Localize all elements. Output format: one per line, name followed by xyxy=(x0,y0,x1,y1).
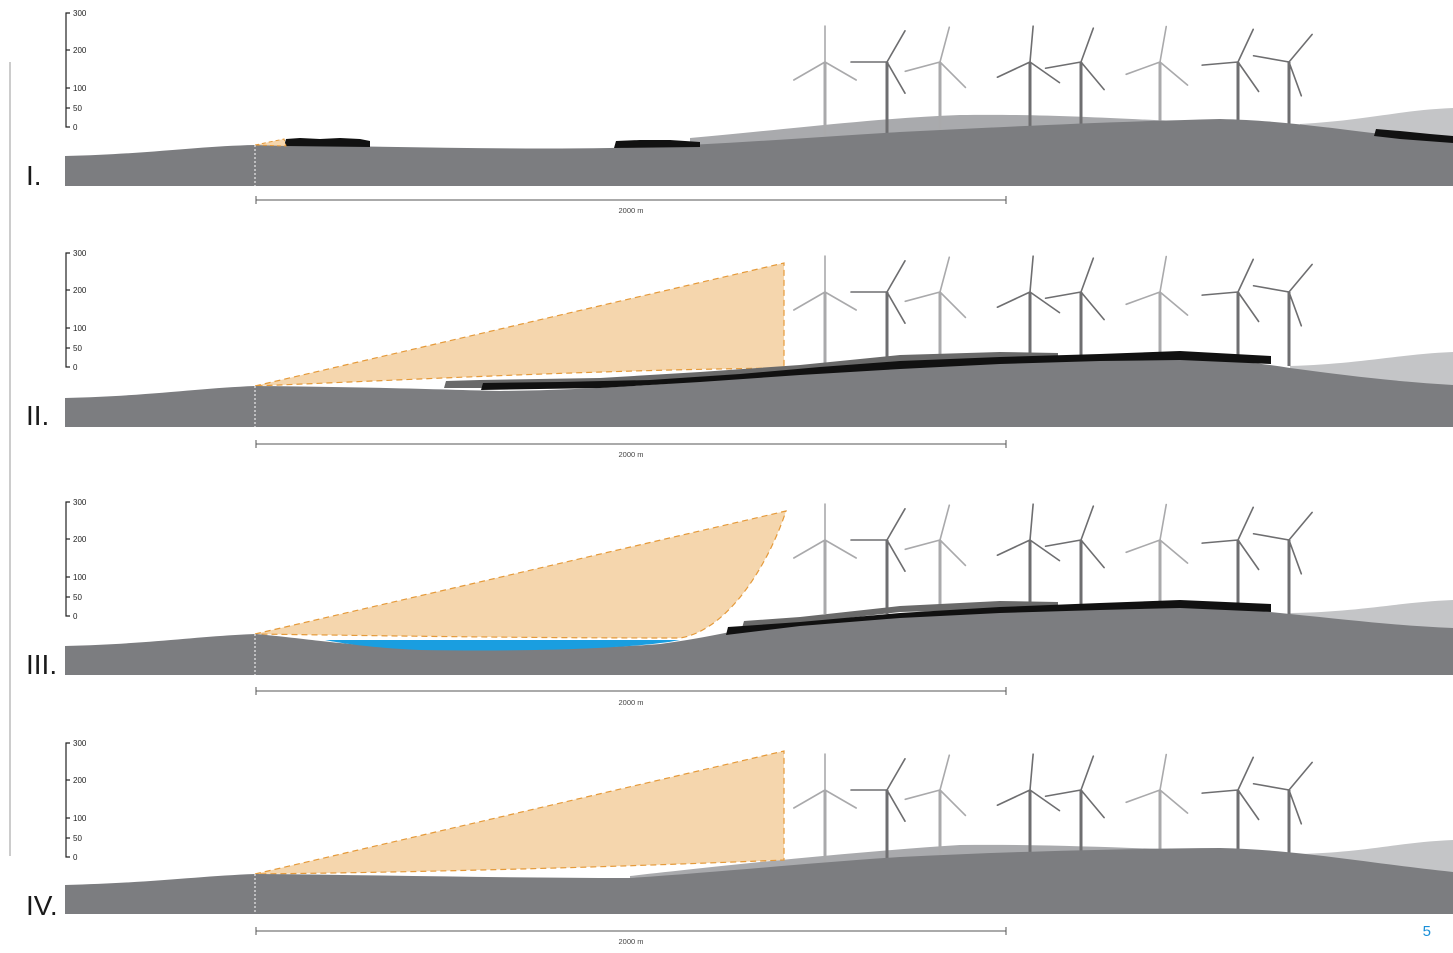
height-axis xyxy=(65,501,70,617)
wind-turbine-icon xyxy=(904,504,967,614)
scale-bar-label: 2000 m xyxy=(618,206,643,215)
turbine-row xyxy=(793,25,1313,136)
scale-bar xyxy=(255,440,1007,448)
visibility-zone xyxy=(254,510,787,639)
vegetation-patch xyxy=(284,138,370,147)
wind-turbine-icon xyxy=(850,260,906,366)
wind-turbine-icon xyxy=(850,758,906,864)
visibility-zone xyxy=(254,138,287,147)
turbine-row xyxy=(793,503,1313,614)
axis-tick-label: 200 xyxy=(73,776,87,785)
wind-turbine-icon xyxy=(1125,753,1189,864)
axis-tick-label: 100 xyxy=(73,84,87,93)
wind-turbine-icon xyxy=(1252,761,1313,864)
vegetation-band xyxy=(726,600,1271,635)
panel-label-IV: IV. xyxy=(26,890,58,921)
panel-label-III: III. xyxy=(26,649,58,680)
vegetation-band-back xyxy=(742,601,1058,628)
panel-label-I: I. xyxy=(26,160,42,191)
wind-turbine-icon xyxy=(1044,257,1105,366)
axis-tick-label: 200 xyxy=(73,46,87,55)
vegetation-patch xyxy=(1374,129,1453,143)
axis-tick-label: 0 xyxy=(73,612,78,621)
wind-turbine-icon xyxy=(1201,506,1260,614)
wind-turbine-icon xyxy=(850,30,906,136)
panel-II: 300 200 100 50 0 2000 m xyxy=(65,249,1453,459)
main-terrain xyxy=(65,119,1453,186)
wind-turbine-icon xyxy=(1125,25,1189,136)
visibility-zone xyxy=(254,262,785,387)
wind-turbine-icon xyxy=(904,754,967,864)
wind-turbine-icon xyxy=(1125,255,1189,366)
wind-turbine-icon xyxy=(1252,511,1313,614)
wind-turbine-icon xyxy=(793,753,857,864)
wind-turbine-icon xyxy=(793,503,857,614)
turbine-row xyxy=(793,255,1313,366)
visibility-zone xyxy=(254,750,785,875)
wind-turbine-icon xyxy=(1201,756,1260,864)
axis-tick-label: 300 xyxy=(73,9,87,18)
axis-tick-label: 0 xyxy=(73,123,78,132)
axis-tick-label: 300 xyxy=(73,739,87,748)
scale-bar-label: 2000 m xyxy=(618,937,643,946)
wind-turbine-icon xyxy=(850,508,906,614)
main-terrain xyxy=(65,357,1453,427)
water-body xyxy=(325,640,680,651)
height-axis xyxy=(65,252,70,368)
axis-tick-label: 50 xyxy=(73,834,82,843)
wind-turbine-icon xyxy=(1201,258,1260,366)
axis-tick-label: 50 xyxy=(73,344,82,353)
main-terrain xyxy=(65,848,1453,914)
wind-turbine-icon xyxy=(904,26,967,136)
turbine-row xyxy=(793,753,1313,864)
wind-turbine-icon xyxy=(996,753,1061,864)
wind-turbine-icon xyxy=(793,255,857,366)
axis-tick-label: 300 xyxy=(73,498,87,507)
scale-bar xyxy=(255,196,1007,204)
panel-I: 300 200 100 50 0 xyxy=(65,9,1453,215)
axis-tick-label: 0 xyxy=(73,363,78,372)
wind-turbine-icon xyxy=(1201,28,1260,136)
scale-bar-label: 2000 m xyxy=(618,698,643,707)
page-number: 5 xyxy=(1422,923,1431,940)
wind-turbine-icon xyxy=(996,255,1061,366)
axis-tick-label: 100 xyxy=(73,814,87,823)
axis-tick-label: 50 xyxy=(73,104,82,113)
wind-turbine-icon xyxy=(904,256,967,366)
axis-tick-label: 0 xyxy=(73,853,78,862)
wind-turbine-icon xyxy=(793,25,857,136)
panel-III: 300 200 100 50 0 2000 m xyxy=(65,498,1453,707)
wind-turbine-icon xyxy=(1252,33,1313,136)
panel-label-II: II. xyxy=(26,400,50,431)
wind-turbine-icon xyxy=(996,503,1061,614)
wind-turbine-icon xyxy=(1044,505,1105,614)
scale-bar xyxy=(255,687,1007,695)
wind-turbine-icon xyxy=(1125,503,1189,614)
axis-tick-label: 200 xyxy=(73,286,87,295)
wind-turbine-icon xyxy=(996,25,1061,136)
height-axis xyxy=(65,742,70,858)
axis-tick-label: 200 xyxy=(73,535,87,544)
height-axis xyxy=(65,12,70,128)
axis-tick-label: 100 xyxy=(73,324,87,333)
axis-tick-label: 50 xyxy=(73,593,82,602)
scale-bar-label: 2000 m xyxy=(618,450,643,459)
axis-tick-label: 100 xyxy=(73,573,87,582)
vegetation-band xyxy=(481,351,1271,390)
wind-turbine-icon xyxy=(1252,263,1313,366)
scale-bar xyxy=(255,927,1007,935)
axis-tick-label: 300 xyxy=(73,249,87,258)
vegetation-patch xyxy=(614,140,700,148)
panel-IV: 300 200 100 50 0 2000 m xyxy=(65,739,1453,946)
main-terrain xyxy=(65,606,1453,675)
